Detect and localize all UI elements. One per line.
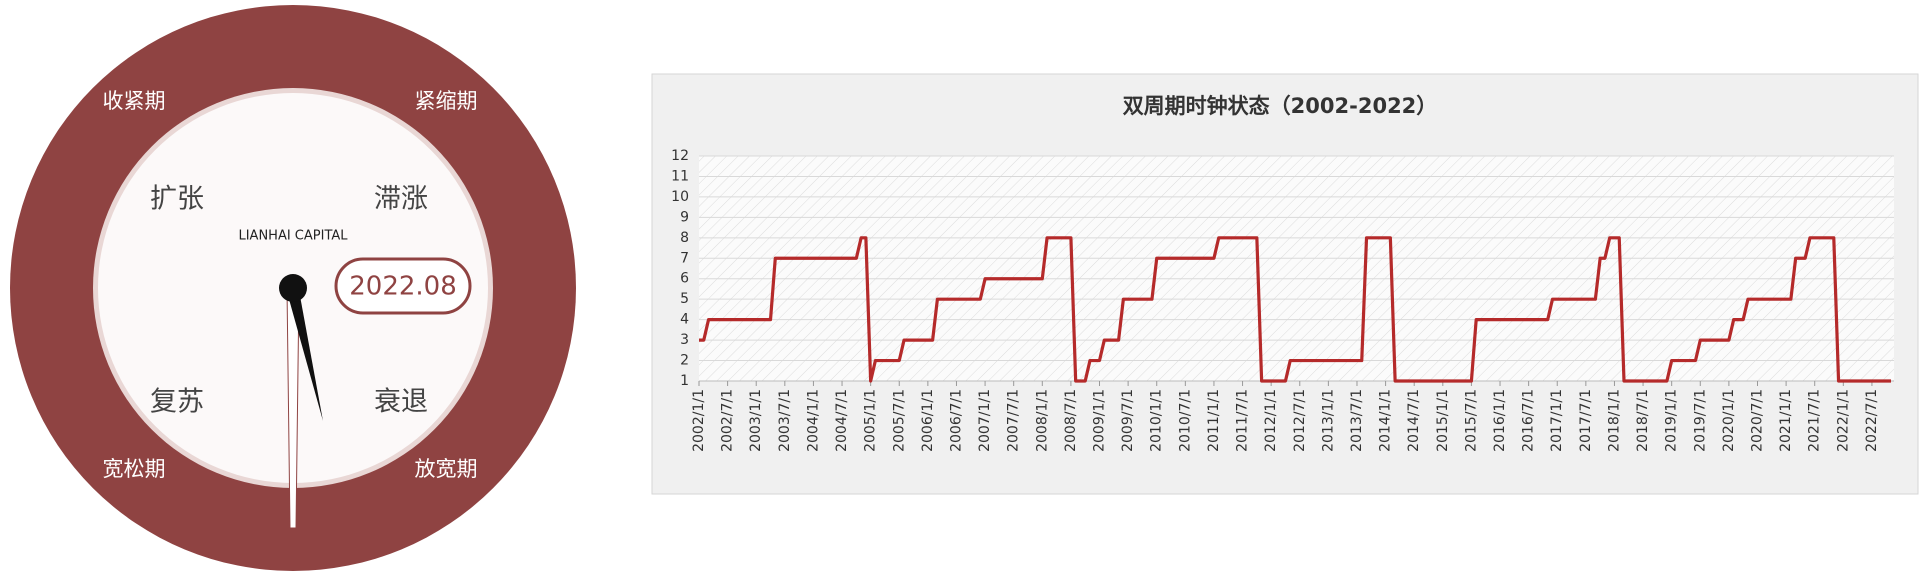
- x-tick-label: 2019/1/1: [1664, 389, 1680, 452]
- y-tick-label: 6: [680, 271, 689, 287]
- y-tick-label: 5: [680, 291, 689, 307]
- chart-title: 双周期时钟状态（2002-2022）: [1123, 94, 1438, 118]
- x-tick-label: 2020/7/1: [1749, 389, 1765, 452]
- x-tick-label: 2004/1/1: [805, 389, 821, 452]
- y-tick-label: 3: [680, 332, 689, 348]
- x-tick-label: 2009/1/1: [1092, 389, 1108, 452]
- date-box: [334, 257, 472, 315]
- x-tick-label: 2007/7/1: [1006, 389, 1022, 452]
- x-tick-label: 2005/7/1: [891, 389, 907, 452]
- x-tick-label: 2018/1/1: [1606, 389, 1622, 452]
- y-tick-label: 8: [680, 230, 689, 246]
- x-tick-label: 2021/7/1: [1807, 389, 1823, 452]
- x-tick-label: 2016/1/1: [1492, 389, 1508, 452]
- x-tick-label: 2008/1/1: [1034, 389, 1050, 452]
- x-tick-label: 2015/7/1: [1463, 389, 1479, 452]
- x-tick-label: 2006/7/1: [948, 389, 964, 452]
- x-tick-label: 2018/7/1: [1635, 389, 1651, 452]
- date: 2022.08: [349, 272, 457, 302]
- x-tick-label: 2010/7/1: [1177, 389, 1193, 452]
- plot-area: [699, 156, 1894, 381]
- x-tick-label: 2020/1/1: [1721, 389, 1737, 452]
- phase-label: 宽松期: [103, 457, 166, 481]
- phase-label: 收紧期: [103, 89, 166, 113]
- hour-hand: [287, 285, 323, 421]
- x-tick-label: 2014/7/1: [1406, 389, 1422, 452]
- x-tick-label: 2002/1/1: [691, 389, 707, 452]
- phase-label: 放宽期: [415, 457, 478, 481]
- x-tick-label: 2019/7/1: [1692, 389, 1708, 452]
- cycle-label: 扩张: [150, 184, 204, 215]
- x-tick-label: 2009/7/1: [1120, 389, 1136, 452]
- x-tick-label: 2007/1/1: [977, 389, 993, 452]
- x-tick-label: 2002/7/1: [720, 389, 736, 452]
- x-tick-label: 2022/1/1: [1835, 389, 1851, 452]
- x-tick-label: 2022/7/1: [1864, 389, 1880, 452]
- x-tick-label: 2017/1/1: [1549, 389, 1565, 452]
- x-tick-label: 2010/1/1: [1149, 389, 1165, 452]
- x-tick-label: 2015/1/1: [1435, 389, 1451, 452]
- hub: [279, 274, 307, 302]
- y-tick-label: 1: [680, 373, 689, 389]
- y-tick-label: 10: [671, 189, 689, 205]
- phase-label: 紧缩期: [415, 89, 478, 113]
- y-tick-label: 11: [671, 168, 689, 184]
- y-tick-label: 7: [680, 250, 689, 266]
- x-tick-label: 2011/7/1: [1235, 389, 1251, 452]
- line-chart: 双周期时钟状态（2002-2022） 1234567891011122002/1…: [651, 73, 1919, 495]
- x-tick-label: 2017/7/1: [1578, 389, 1594, 452]
- y-tick-label: 4: [680, 312, 689, 328]
- x-tick-label: 2014/1/1: [1378, 389, 1394, 452]
- x-tick-label: 2008/7/1: [1063, 389, 1079, 452]
- x-tick-label: 2003/7/1: [777, 389, 793, 452]
- x-tick-label: 2012/1/1: [1263, 389, 1279, 452]
- cycle-label: 衰退: [374, 387, 428, 418]
- x-tick-label: 2013/7/1: [1349, 389, 1365, 452]
- x-tick-label: 2003/1/1: [748, 389, 764, 452]
- cycle-label: 复苏: [150, 387, 204, 418]
- x-tick-label: 2005/1/1: [863, 389, 879, 452]
- clock: 收紧期 紧缩期 宽松期 放宽期 扩张 滞涨 复苏 衰退 LIANHAI CAPI…: [10, 5, 576, 571]
- brand: LIANHAI CAPITAL: [238, 229, 348, 244]
- x-tick-label: 2011/1/1: [1206, 389, 1222, 452]
- cycle-label: 滞涨: [374, 184, 428, 215]
- x-tick-label: 2006/1/1: [920, 389, 936, 452]
- y-tick-label: 9: [680, 209, 689, 225]
- x-tick-label: 2013/1/1: [1320, 389, 1336, 452]
- x-tick-label: 2016/7/1: [1521, 389, 1537, 452]
- x-tick-label: 2004/7/1: [834, 389, 850, 452]
- x-tick-label: 2021/1/1: [1778, 389, 1794, 452]
- x-tick-label: 2012/7/1: [1292, 389, 1308, 452]
- y-tick-label: 12: [671, 148, 689, 164]
- data-line: [699, 236, 1891, 383]
- y-tick-label: 2: [680, 353, 689, 369]
